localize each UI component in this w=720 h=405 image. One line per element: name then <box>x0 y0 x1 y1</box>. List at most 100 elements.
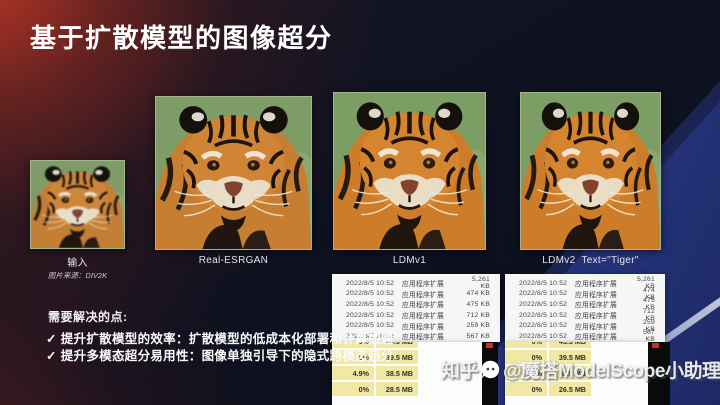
slide-title: 基于扩散模型的图像超分 <box>30 23 333 53</box>
figure-label: LDMv1 <box>392 255 427 266</box>
tiger-image <box>156 97 311 249</box>
figure-ldmv1: LDMv1 <box>333 92 486 266</box>
file-row: 2022/8/5 10:52 应用程序扩展 5,261 KB <box>346 276 490 291</box>
watermark-site: 知乎 <box>441 361 479 382</box>
bullet-text: 提升扩散模型的效率：扩散模型的低成本化部署和计算加速 <box>60 332 394 346</box>
file-row: 2022/8/5 10:52 应用程序扩展 474 KB <box>346 289 490 300</box>
file-size: 475 KB <box>643 297 655 312</box>
input-photo <box>30 160 125 249</box>
file-date: 2022/8/5 10:52 <box>346 311 395 319</box>
progress-size: 43.3 MB <box>376 342 418 348</box>
file-date: 2022/8/5 10:52 <box>519 311 568 319</box>
figure-real-esrgan: Real-ESRGAN <box>155 96 312 266</box>
progress-row: 0% 43.3 MB <box>332 342 482 348</box>
file-type: 应用程序扩展 <box>575 334 617 342</box>
check-icon: ✓ <box>46 332 57 346</box>
progress-row: 0% 39.5 MB <box>505 350 648 364</box>
file-row: 2022/8/5 10:52 应用程序扩展 567 KB <box>346 331 490 342</box>
progress-row: 0% 43.3 MB <box>505 342 648 348</box>
tiger-image <box>31 161 124 248</box>
tiger-image <box>521 93 660 249</box>
file-type: 应用程序扩展 <box>402 313 444 321</box>
file-date: 2022/8/5 10:52 <box>519 300 568 308</box>
figure-label: LDMv2 Text="Tiger" <box>542 255 639 266</box>
figure-label: Real-ESRGAN <box>198 255 269 266</box>
file-row: 2022/8/5 10:52 应用程序扩展 259 KB <box>519 318 655 333</box>
red-marker-icon <box>652 343 659 348</box>
progress-row-filler <box>593 350 648 364</box>
file-type: 应用程序扩展 <box>402 323 444 331</box>
file-type: 应用程序扩展 <box>575 281 617 289</box>
progress-panel-left: 0% 43.3 MB 0% 39.5 MB 4.9% 38.5 MB 0% 28… <box>332 342 482 405</box>
progress-size: 39.5 MB <box>549 350 591 364</box>
file-row: 2022/8/5 10:52 应用程序扩展 475 KB <box>519 297 655 312</box>
file-date: 2022/8/5 10:52 <box>346 290 395 298</box>
progress-row: 0% 39.5 MB <box>332 350 482 364</box>
progress-row-filler <box>593 382 648 396</box>
figure-source-label: 图片来源：DIV2K <box>47 271 108 280</box>
progress-percent: 4.9% <box>505 366 547 380</box>
file-type: 应用程序扩展 <box>575 313 617 321</box>
file-size: 474 KB <box>466 290 490 298</box>
file-size: 5,261 KB <box>636 276 655 291</box>
file-row: 2022/8/5 10:52 应用程序扩展 259 KB <box>346 320 490 331</box>
progress-percent: 4.9% <box>332 366 374 380</box>
file-size: 567 KB <box>466 332 490 340</box>
file-size: 475 KB <box>466 300 490 308</box>
file-size: 259 KB <box>466 322 490 330</box>
file-row: 2022/8/5 10:52 应用程序扩展 712 KB <box>519 308 655 323</box>
file-row: 2022/8/5 10:52 应用程序扩展 475 KB <box>346 299 490 310</box>
progress-size: 38.5 MB <box>376 366 418 380</box>
file-type: 应用程序扩展 <box>402 334 444 342</box>
figure-label: 输入 <box>67 258 88 269</box>
file-size: 5,261 KB <box>471 276 490 291</box>
progress-percent: 0% <box>332 350 374 364</box>
file-size: 712 KB <box>643 308 655 323</box>
file-type: 应用程序扩展 <box>575 291 617 299</box>
progress-percent: 0% <box>332 342 374 348</box>
progress-row-filler <box>420 342 482 348</box>
progress-percent: 0% <box>505 382 547 396</box>
progress-size: 39.5 MB <box>376 350 418 364</box>
progress-row: 4.9% 38.5 MB <box>332 366 482 380</box>
progress-percent: 0% <box>505 350 547 364</box>
tiger-image <box>334 93 485 249</box>
watermark: 知乎 @魔搭ModelScope小助理 <box>441 356 720 383</box>
bullet-item: ✓ 提升扩散模型的效率：扩散模型的低成本化部署和计算加速 <box>46 331 394 348</box>
ldmv2-photo <box>520 92 661 250</box>
progress-row-filler <box>420 350 482 364</box>
real-esrgan-photo <box>155 96 312 250</box>
file-size: 567 KB <box>643 329 655 342</box>
bullet-item: ✓ 提升多模态超分易用性：图像单独引导下的隐式跨模态超分 <box>46 348 394 365</box>
progress-row-filler <box>593 342 648 348</box>
file-row: 2022/8/5 10:52 应用程序扩展 474 KB <box>519 286 655 301</box>
file-date: 2022/8/5 10:52 <box>519 279 568 287</box>
file-type: 应用程序扩展 <box>402 291 444 299</box>
watermark-account: @魔搭ModelScope小助理 <box>503 361 720 382</box>
watermark-bubble-icon <box>481 360 500 379</box>
file-date: 2022/8/5 10:52 <box>346 332 395 340</box>
notes-bullets: ✓ 提升扩散模型的效率：扩散模型的低成本化部署和计算加速 ✓ 提升多模态超分易用性：… <box>46 331 394 365</box>
file-date: 2022/8/5 10:52 <box>519 290 568 298</box>
progress-panel-right: 0% 43.3 MB 0% 39.5 MB 4.9% 38.5 MB 0% 26… <box>505 342 648 405</box>
progress-size: 28.5 MB <box>376 382 418 396</box>
file-size: 474 KB <box>643 286 655 301</box>
progress-size: 43.3 MB <box>549 342 591 348</box>
file-date: 2022/8/5 10:52 <box>346 300 395 308</box>
file-date: 2022/8/5 10:52 <box>346 322 395 330</box>
bullet-text: 提升多模态超分易用性：图像单独引导下的隐式跨模态超分 <box>60 349 394 363</box>
check-icon: ✓ <box>46 349 57 363</box>
file-size: 259 KB <box>643 318 655 333</box>
file-list-panel-right: 2022/8/5 10:52 应用程序扩展 5,261 KB 2022/8/5 … <box>505 274 665 342</box>
notes-heading: 需要解决的点: <box>48 310 128 324</box>
file-date: 2022/8/5 10:52 <box>519 322 568 330</box>
file-date: 2022/8/5 10:52 <box>346 279 395 287</box>
figure-input: 输入 图片来源：DIV2K <box>30 160 125 281</box>
file-type: 应用程序扩展 <box>402 302 444 310</box>
file-list-panel-left: 2022/8/5 10:52 应用程序扩展 5,261 KB 2022/8/5 … <box>332 274 500 342</box>
progress-size: 38.5 MB <box>549 366 591 380</box>
figure-ldmv2: LDMv2 Text="Tiger" <box>520 92 661 266</box>
panel-dark-edge-right <box>648 342 670 405</box>
progress-row-filler <box>420 366 482 380</box>
